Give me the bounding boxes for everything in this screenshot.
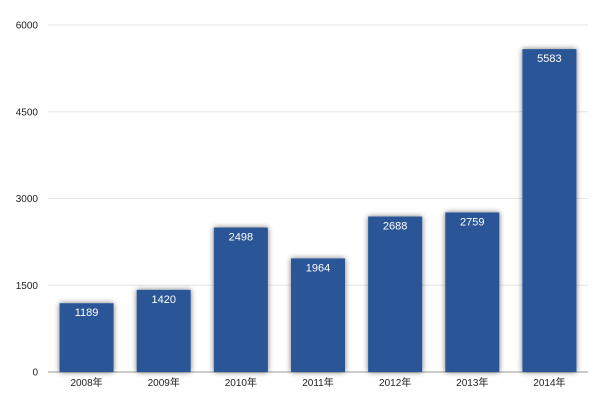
x-tick-label: 2009年 <box>148 376 180 389</box>
bar <box>136 289 191 372</box>
x-tick-label: 2008年 <box>70 376 102 389</box>
bar <box>291 258 345 372</box>
x-tick-label: 2013年 <box>456 376 488 389</box>
x-tick-label: 2010年 <box>225 376 257 389</box>
data-label: 2498 <box>229 232 253 244</box>
y-tick-label: 3000 <box>16 194 39 205</box>
bar <box>445 212 500 372</box>
y-tick-label: 4500 <box>16 107 39 118</box>
data-label: 5583 <box>537 53 561 65</box>
x-tick-label: 2014年 <box>533 376 565 389</box>
y-tick-label: 0 <box>32 368 38 379</box>
bars: 1189 1420 2498 1964 2688 2759 5583 <box>59 49 577 372</box>
bar <box>59 303 114 372</box>
data-label: 1420 <box>151 294 175 306</box>
data-label: 1189 <box>75 307 99 319</box>
y-tick-label: 1500 <box>16 281 39 292</box>
y-tick-label: 6000 <box>16 21 39 32</box>
data-label: 1964 <box>306 262 330 274</box>
bar <box>522 49 577 372</box>
bar <box>213 227 268 372</box>
x-tick-label: 2011年 <box>302 376 334 389</box>
x-axis-ticks: 2008年 2009年 2010年 2011年 2012年 2013年 2014年 <box>70 376 565 389</box>
bar <box>368 216 423 372</box>
data-label: 2688 <box>383 221 407 233</box>
y-axis-ticks: 0 1500 3000 4500 6000 <box>16 21 39 379</box>
x-tick-label: 2012年 <box>379 376 411 389</box>
data-label: 2759 <box>460 216 484 228</box>
